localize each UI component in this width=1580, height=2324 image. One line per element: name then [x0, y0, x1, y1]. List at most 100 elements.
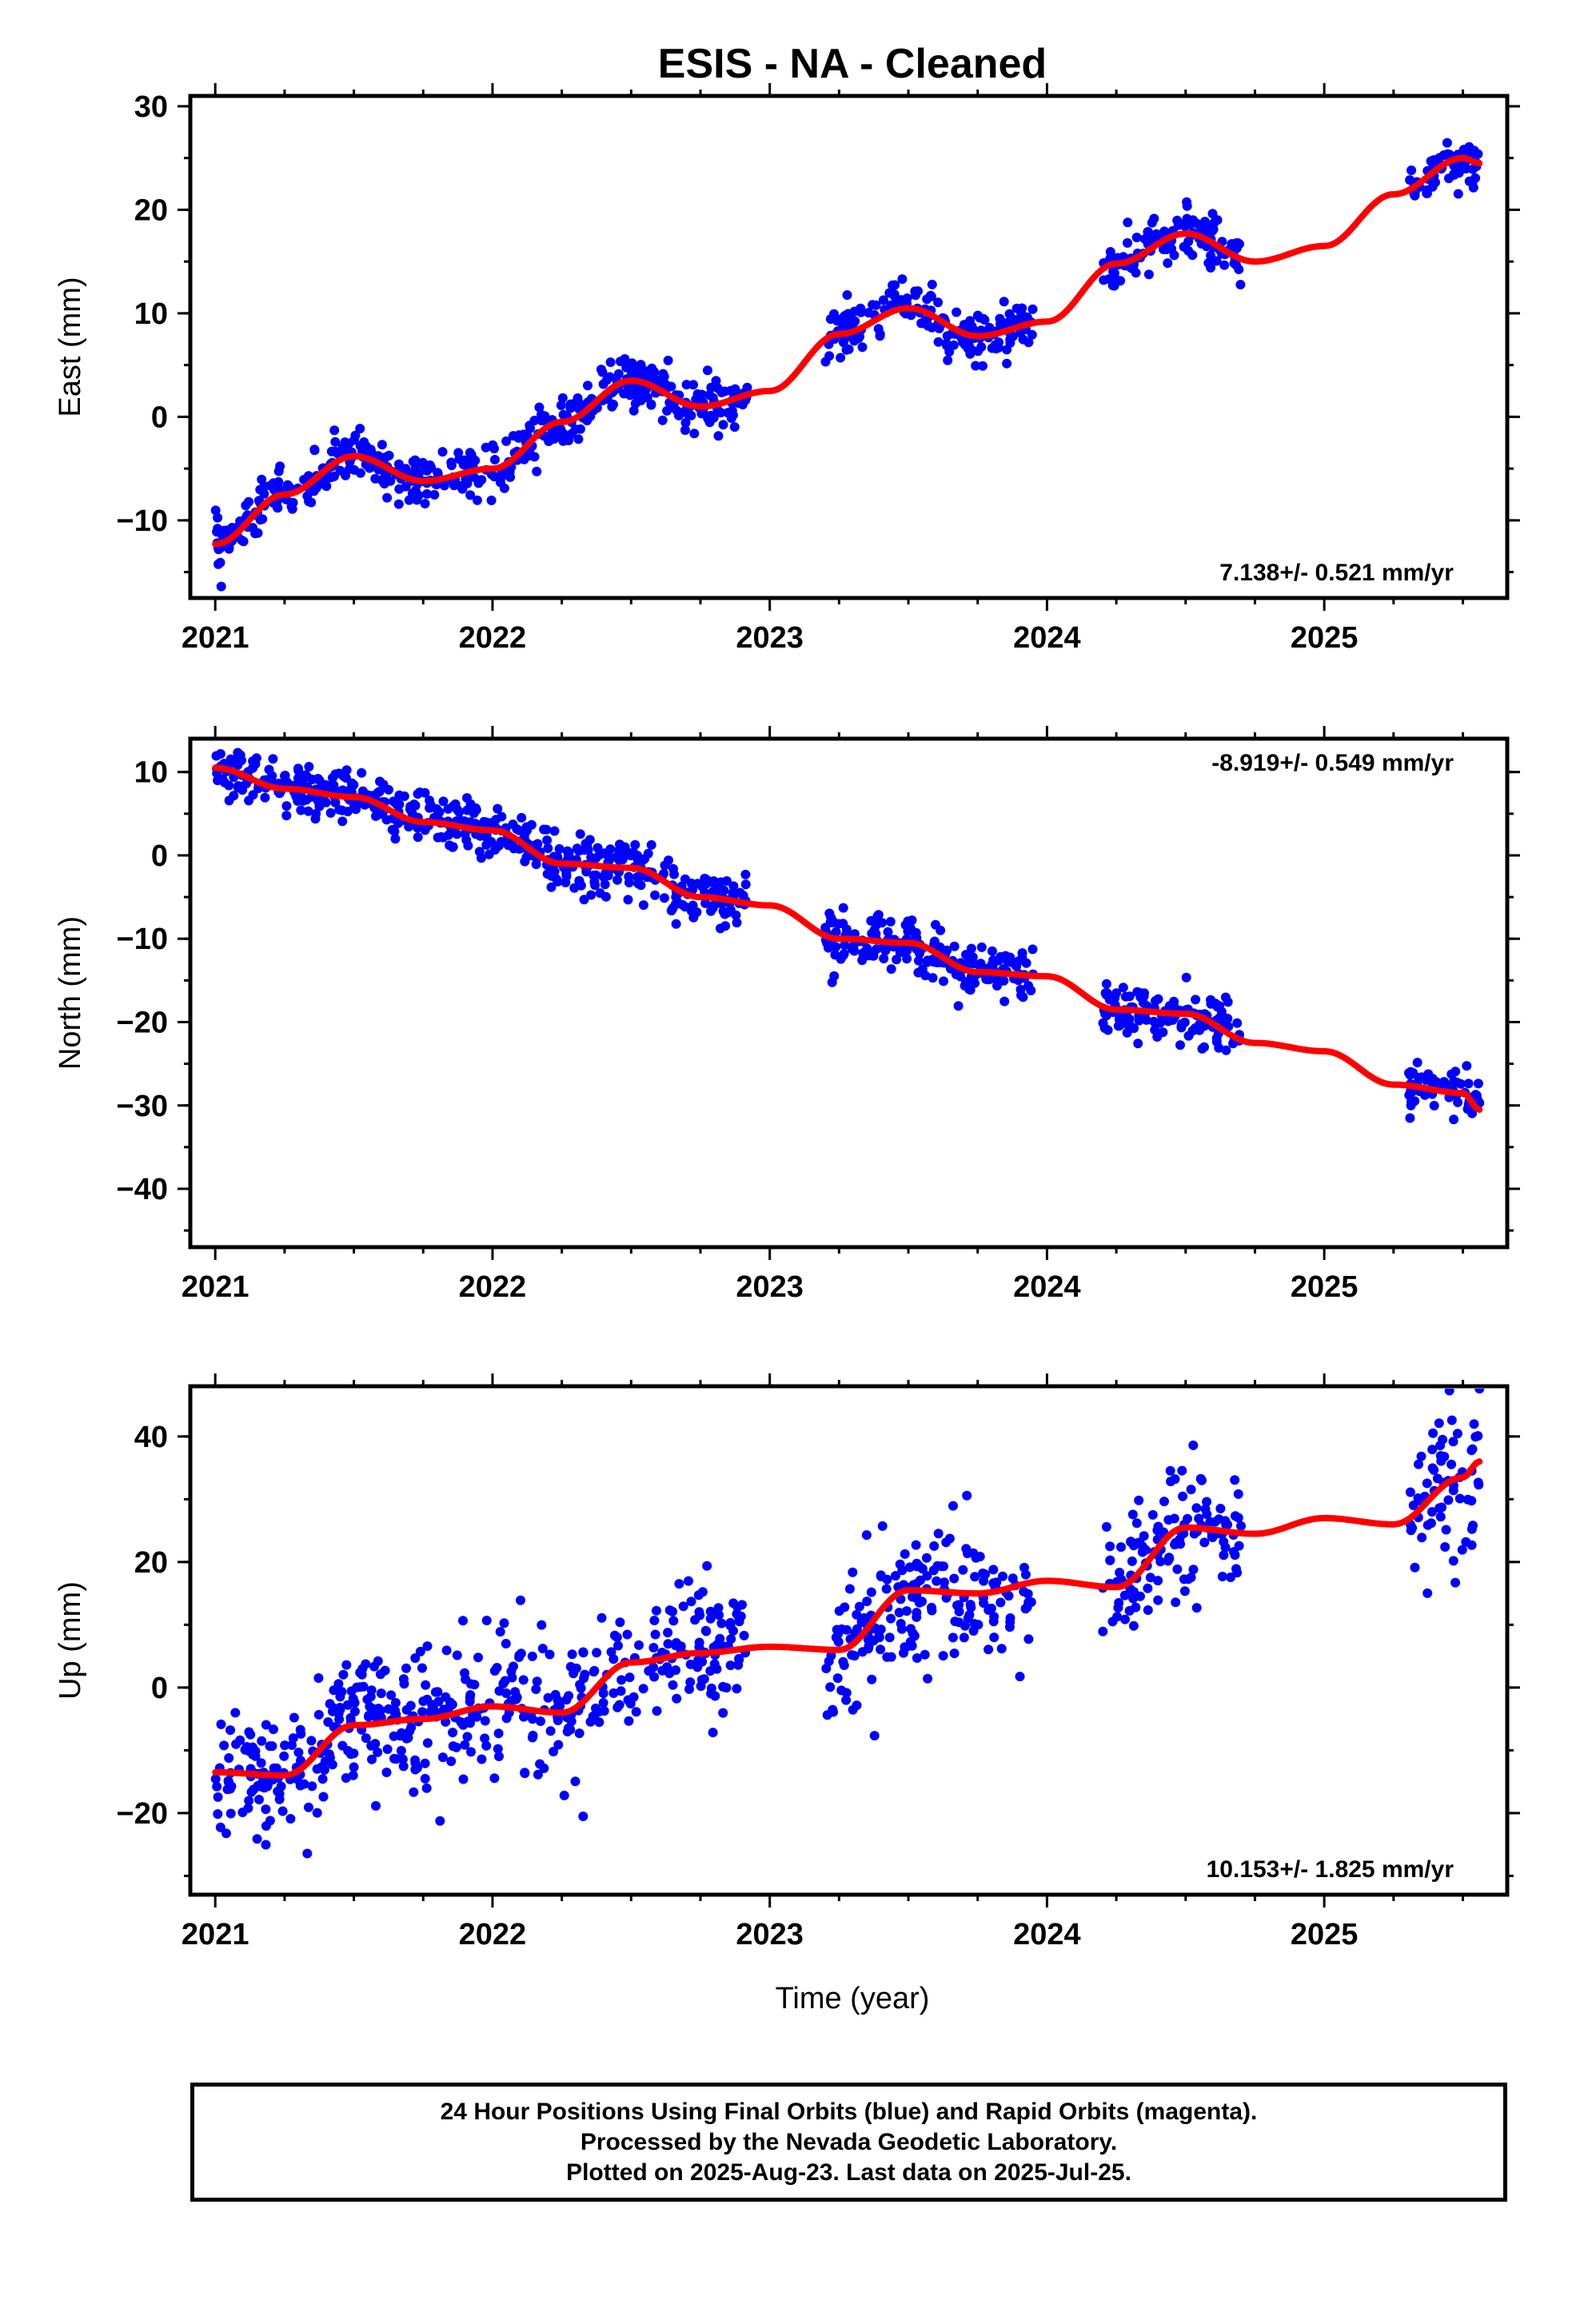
data-point	[377, 440, 387, 450]
data-point	[1002, 358, 1012, 369]
data-point	[1013, 956, 1023, 967]
data-point	[553, 876, 563, 887]
data-point	[900, 1642, 910, 1652]
data-point	[850, 1628, 860, 1638]
data-point	[1178, 1491, 1188, 1501]
data-point	[466, 1747, 476, 1757]
data-point	[233, 747, 243, 758]
data-point	[647, 363, 657, 373]
panel-north: 2021 2022 2023 2024 2025 −40 −30 −20 −10 0 10 North…	[54, 726, 1520, 1304]
data-point	[999, 996, 1010, 1007]
data-point	[1463, 1078, 1474, 1089]
data-point	[1439, 1452, 1450, 1461]
data-point	[954, 1617, 964, 1628]
data-point	[486, 495, 497, 505]
data-point	[435, 1816, 445, 1826]
data-point	[680, 425, 690, 435]
data-point	[302, 1848, 313, 1859]
data-point	[873, 910, 884, 920]
data-point	[301, 795, 312, 805]
data-point	[293, 1748, 304, 1757]
data-point	[307, 1781, 317, 1792]
data-point	[1206, 256, 1216, 266]
data-point	[840, 1602, 850, 1612]
data-point	[876, 1624, 886, 1635]
data-point	[1131, 268, 1141, 278]
y-tick-label-north: 10	[134, 756, 168, 790]
data-point	[1182, 197, 1192, 207]
data-point	[280, 1740, 290, 1751]
data-point	[481, 1740, 492, 1751]
data-point	[994, 337, 1003, 348]
data-point	[382, 492, 393, 503]
data-point	[1191, 1603, 1202, 1613]
data-point	[620, 842, 630, 852]
data-point	[271, 1763, 281, 1773]
data-point	[668, 1680, 678, 1690]
data-point	[512, 1692, 522, 1703]
data-point	[636, 389, 647, 400]
data-point	[699, 1674, 709, 1684]
data-point	[1429, 155, 1439, 165]
data-point	[396, 1745, 406, 1756]
data-point	[451, 1742, 461, 1752]
data-point	[376, 1688, 386, 1699]
data-point	[646, 400, 656, 410]
data-point	[948, 340, 959, 350]
data-point	[1427, 1507, 1437, 1517]
data-point	[902, 1606, 912, 1616]
data-point	[909, 1631, 920, 1641]
data-point	[1422, 1588, 1433, 1598]
data-point	[1470, 1432, 1481, 1442]
data-point	[341, 773, 351, 783]
data-point	[303, 806, 313, 816]
data-point	[304, 762, 314, 771]
data-point	[443, 803, 453, 814]
data-point	[954, 1606, 964, 1616]
data-point	[1441, 1525, 1451, 1535]
data-point	[583, 381, 592, 391]
data-point	[1197, 1043, 1207, 1054]
data-point	[1143, 1605, 1153, 1615]
data-point	[1183, 1030, 1194, 1041]
data-point	[1115, 276, 1126, 286]
data-point	[437, 1752, 448, 1763]
data-point	[493, 1744, 503, 1754]
data-point	[615, 357, 625, 367]
data-point	[293, 765, 304, 775]
data-point	[500, 1676, 510, 1686]
data-point	[838, 951, 848, 961]
data-point	[964, 1610, 975, 1620]
data-point	[280, 771, 290, 781]
data-point	[1139, 991, 1149, 1002]
data-point	[561, 1695, 572, 1705]
data-point	[1449, 1076, 1459, 1086]
data-point	[604, 855, 615, 865]
data-point	[439, 1704, 449, 1715]
data-point	[674, 1579, 684, 1589]
data-point	[494, 1752, 504, 1761]
data-point	[912, 1608, 922, 1618]
data-point	[1453, 189, 1463, 199]
data-point	[970, 1572, 980, 1582]
data-point	[1022, 312, 1032, 322]
data-point	[1416, 1072, 1426, 1082]
data-point	[953, 1001, 964, 1011]
x-tick-label-north: 2022	[459, 1270, 527, 1304]
data-point	[386, 1690, 397, 1700]
data-point	[702, 365, 712, 376]
data-point	[533, 839, 543, 849]
data-point	[539, 1763, 549, 1773]
data-point	[900, 1549, 910, 1559]
data-point	[334, 1714, 345, 1724]
data-point	[710, 381, 720, 391]
data-point	[363, 1712, 373, 1722]
data-point	[836, 353, 846, 363]
data-point	[576, 1683, 586, 1693]
data-point	[357, 786, 368, 796]
data-point	[434, 807, 445, 817]
data-point	[1175, 1539, 1186, 1549]
data-point	[585, 835, 595, 845]
data-point	[429, 1704, 439, 1715]
data-point	[1101, 979, 1111, 989]
